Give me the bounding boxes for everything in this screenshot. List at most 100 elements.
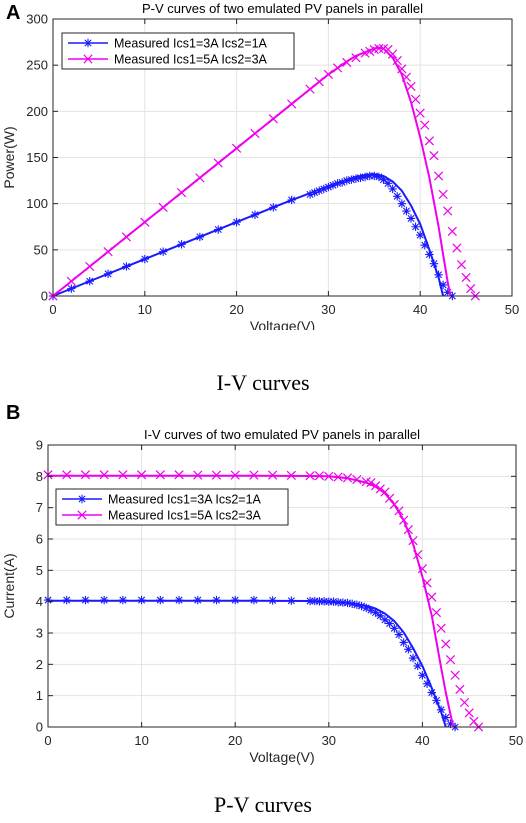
data-point (366, 605, 376, 615)
data-point (342, 473, 353, 483)
data-point (85, 277, 94, 286)
data-point (319, 597, 329, 606)
data-point (269, 203, 278, 212)
data-point (268, 114, 278, 124)
data-point (370, 481, 381, 491)
series-2 (43, 470, 484, 732)
data-point (214, 225, 223, 234)
data-point (174, 595, 184, 605)
data-point (118, 595, 128, 605)
data-point (329, 597, 338, 606)
data-point (374, 172, 384, 182)
axes-box (47, 444, 517, 728)
data-point (420, 120, 430, 130)
data-point (397, 199, 407, 208)
data-point (424, 136, 435, 146)
data-point (231, 143, 242, 153)
x-tick-label: 20 (229, 302, 243, 317)
data-point (443, 206, 453, 216)
data-point (376, 611, 385, 620)
data-point (392, 55, 402, 66)
data-point (408, 653, 418, 663)
data-point (193, 470, 203, 480)
data-point (445, 655, 456, 665)
data-point (413, 550, 423, 560)
data-point (459, 697, 470, 708)
data-point (422, 679, 432, 688)
caption-b: P-V curves (214, 792, 312, 817)
data-point (410, 94, 421, 104)
data-point (103, 247, 113, 257)
data-point (213, 158, 223, 168)
data-point (455, 684, 465, 695)
y-tick-label: 4 (36, 594, 43, 609)
y-tick-label: 5 (36, 563, 43, 578)
y-tick-label: 150 (26, 150, 48, 165)
data-point (337, 178, 347, 187)
data-point (319, 184, 329, 194)
x-tick-label: 40 (413, 302, 427, 317)
legend-label: Measured Ics1=5A Ics2=3A (114, 53, 268, 67)
data-point (195, 173, 205, 183)
data-point (436, 623, 446, 633)
data-point (118, 470, 128, 480)
data-point (429, 259, 439, 268)
y-tick-label: 6 (36, 532, 43, 547)
data-point (406, 214, 416, 223)
x-axis-label: Voltage(V) (249, 749, 314, 765)
data-point (425, 250, 434, 259)
data-point (99, 470, 109, 480)
data-point (441, 713, 450, 722)
data-point (250, 128, 260, 139)
data-point (231, 595, 240, 605)
data-point (427, 688, 436, 697)
data-point (156, 595, 165, 605)
data-point (388, 49, 398, 59)
data-point (333, 179, 342, 188)
chart-title: P-V curves of two emulated PV panels in … (142, 1, 423, 16)
data-point (332, 63, 343, 73)
data-point (399, 638, 408, 647)
data-point (122, 262, 131, 271)
data-point (362, 603, 371, 613)
data-point (408, 535, 418, 546)
data-point (249, 595, 259, 605)
data-point (404, 645, 413, 654)
data-point (333, 598, 343, 607)
data-point (103, 269, 113, 279)
data-point (446, 719, 455, 729)
data-point (287, 596, 296, 605)
data-point (461, 272, 471, 283)
data-point (464, 708, 474, 718)
y-tick-label: 1 (36, 688, 43, 703)
data-point (388, 184, 397, 194)
data-point (390, 624, 399, 633)
data-point (328, 181, 338, 190)
panel-a-label: A (6, 2, 21, 24)
data-point (399, 515, 409, 525)
data-point (286, 470, 296, 481)
data-point (310, 596, 319, 606)
x-axis-label: Voltage(V) (250, 318, 315, 330)
data-point (85, 261, 95, 272)
data-point (305, 190, 315, 199)
data-point (323, 69, 334, 80)
data-point (121, 232, 132, 242)
data-point (62, 470, 72, 480)
data-point (174, 470, 184, 480)
x-tick-label: 50 (505, 302, 519, 317)
data-point (176, 187, 187, 198)
data-point (434, 270, 443, 279)
data-point (402, 206, 411, 216)
data-point (83, 54, 93, 64)
data-point (333, 472, 343, 482)
data-point (67, 284, 76, 293)
data-point (366, 477, 376, 488)
data-point (177, 240, 186, 249)
legend-box (61, 32, 295, 70)
data-point (374, 43, 384, 54)
y-tick-label: 8 (36, 469, 43, 484)
y-tick-label: 7 (36, 500, 43, 515)
data-point (232, 217, 241, 227)
